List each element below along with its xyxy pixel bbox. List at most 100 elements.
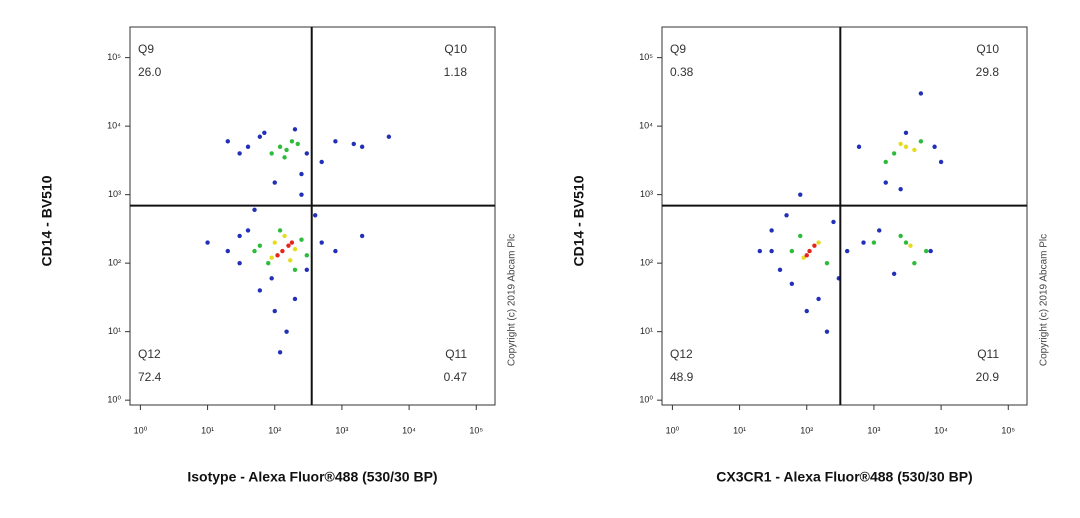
event-dot bbox=[295, 141, 300, 147]
event-dot bbox=[804, 308, 809, 314]
quadrant-name: Q10 bbox=[444, 42, 467, 56]
event-dot bbox=[798, 233, 803, 239]
event-dot bbox=[861, 240, 866, 245]
quadrant-percent: 0.38 bbox=[670, 65, 694, 79]
event-dot bbox=[282, 155, 287, 160]
y-tick-label: 10¹ bbox=[108, 326, 121, 336]
event-dot bbox=[282, 233, 287, 239]
event-dot bbox=[801, 255, 806, 260]
copyright: Copyright (c) 2019 Abcam Plc bbox=[1039, 234, 1050, 366]
event-dot bbox=[272, 308, 277, 314]
y-tick-label: 10⁰ bbox=[107, 395, 121, 405]
quadrant-name: Q10 bbox=[976, 42, 999, 56]
event-dot bbox=[856, 144, 862, 149]
event-dot bbox=[225, 248, 231, 254]
event-dot bbox=[912, 260, 917, 266]
quadrant-percent: 48.9 bbox=[670, 370, 694, 384]
event-dot bbox=[275, 253, 280, 258]
event-dot bbox=[871, 240, 877, 245]
quadrant-percent: 72.4 bbox=[138, 370, 162, 384]
y-tick-label: 10⁴ bbox=[107, 121, 121, 131]
x-axis-title: Isotype - Alexa Fluor®488 (530/30 BP) bbox=[187, 469, 437, 485]
event-dot bbox=[824, 329, 830, 334]
event-dot bbox=[304, 151, 310, 156]
quadrant-percent: 29.8 bbox=[976, 65, 1000, 79]
event-dot bbox=[844, 248, 850, 254]
quadrant-name: Q9 bbox=[670, 42, 686, 56]
event-dot bbox=[812, 243, 817, 248]
event-dot bbox=[359, 233, 365, 239]
event-dot bbox=[205, 240, 210, 245]
event-dot bbox=[262, 130, 267, 135]
event-dot bbox=[932, 144, 937, 149]
event-dot bbox=[299, 237, 304, 242]
event-dot bbox=[333, 139, 338, 144]
event-dot bbox=[284, 147, 289, 153]
event-dot bbox=[912, 147, 917, 153]
x-axis-title: CX3CR1 - Alexa Fluor®488 (530/30 BP) bbox=[716, 469, 972, 485]
quadrant-name: Q12 bbox=[138, 347, 161, 361]
event-dot bbox=[938, 159, 944, 165]
event-dot bbox=[237, 151, 242, 156]
event-dot bbox=[257, 134, 263, 139]
event-dot bbox=[918, 91, 924, 96]
event-dot bbox=[319, 240, 324, 245]
plot: 10⁰ 10¹ 10² 10³ 10⁴ 10⁵ 10⁰ 10¹ 10² 10³ 10⁴ 10⁵ Q9 26… bbox=[39, 26, 518, 485]
event-dot bbox=[312, 213, 318, 218]
event-dot bbox=[386, 134, 392, 139]
event-dot bbox=[292, 267, 298, 272]
event-dot bbox=[883, 180, 888, 185]
event-dot bbox=[269, 255, 274, 260]
y-tick-label: 10⁵ bbox=[639, 52, 653, 62]
event-dot bbox=[237, 233, 242, 239]
quadrant-name: Q9 bbox=[138, 42, 154, 56]
event-dot bbox=[299, 192, 304, 197]
quadrant-name: Q11 bbox=[977, 347, 999, 361]
quadrant-name: Q12 bbox=[670, 347, 693, 361]
x-tick-label: 10³ bbox=[335, 425, 348, 435]
event-dot bbox=[286, 243, 291, 248]
event-dot bbox=[269, 151, 274, 156]
y-tick-label: 10⁵ bbox=[107, 52, 121, 62]
event-dot bbox=[266, 260, 271, 266]
event-dot bbox=[816, 240, 821, 245]
y-tick-label: 10¹ bbox=[640, 326, 653, 336]
event-dot bbox=[304, 267, 310, 272]
event-dot bbox=[237, 260, 242, 266]
event-dot bbox=[898, 141, 903, 147]
event-dot bbox=[928, 248, 933, 254]
event-dot bbox=[289, 240, 295, 245]
x-tick-label: 10³ bbox=[867, 425, 880, 435]
event-dot bbox=[257, 288, 263, 293]
y-tick-label: 10³ bbox=[108, 189, 121, 199]
event-dot bbox=[245, 228, 251, 233]
event-dot bbox=[769, 228, 774, 233]
x-tick-label: 10⁵ bbox=[469, 425, 483, 435]
y-axis-title: CD14 - BV510 bbox=[571, 175, 587, 266]
event-dot bbox=[903, 130, 909, 135]
event-dot bbox=[908, 243, 913, 248]
event-dot bbox=[252, 207, 257, 213]
event-dot bbox=[257, 243, 263, 248]
event-dot bbox=[252, 248, 257, 254]
event-dot bbox=[891, 151, 897, 156]
x-tick-label: 10⁴ bbox=[402, 425, 416, 435]
event-dot bbox=[280, 248, 285, 254]
event-dot bbox=[918, 139, 924, 144]
event-dot bbox=[923, 248, 929, 254]
event-dot bbox=[289, 139, 295, 144]
event-dot bbox=[824, 260, 830, 266]
event-dot bbox=[319, 159, 324, 165]
plot-frame bbox=[661, 26, 1028, 406]
quadrant-percent: 20.9 bbox=[976, 370, 1000, 384]
event-dot bbox=[789, 248, 795, 254]
event-dot bbox=[898, 233, 903, 239]
y-tick-label: 10⁰ bbox=[639, 395, 653, 405]
event-dot bbox=[225, 139, 231, 144]
event-dot bbox=[304, 253, 310, 258]
event-dot bbox=[877, 228, 882, 233]
event-dot bbox=[903, 144, 909, 149]
event-dot bbox=[757, 248, 763, 254]
event-dot bbox=[299, 171, 304, 177]
